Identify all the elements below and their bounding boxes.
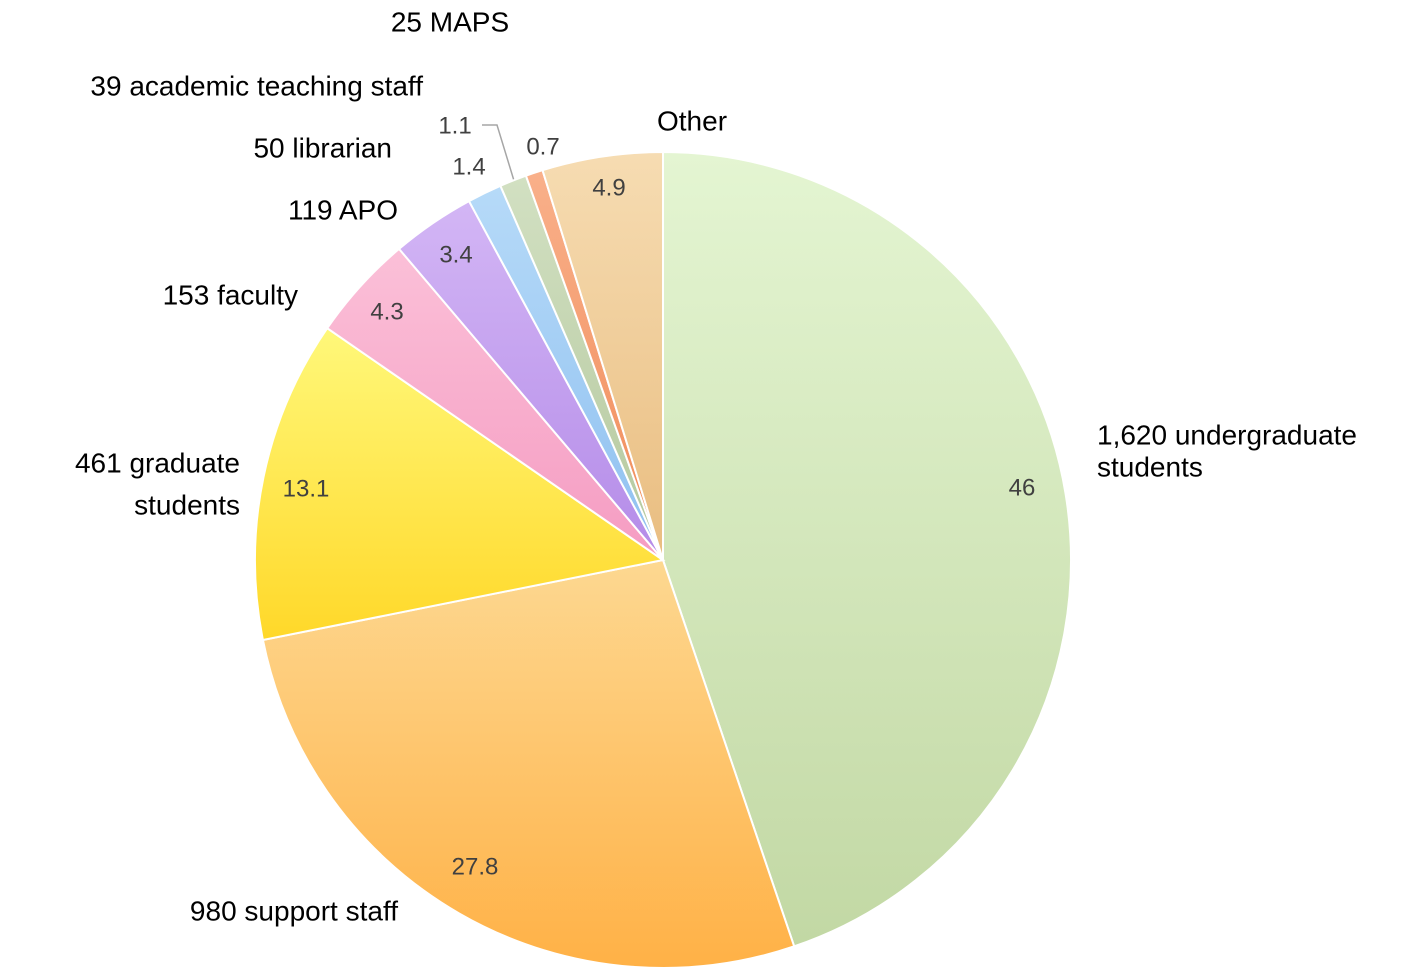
data-label: 3.4 <box>439 241 472 268</box>
category-label: 50 librarian <box>253 132 392 163</box>
data-label: 0.7 <box>526 133 559 160</box>
data-label: 1.4 <box>452 153 485 180</box>
category-label: 25 MAPS <box>391 6 509 37</box>
pie-slice <box>541 150 664 561</box>
data-label: 46 <box>1009 474 1036 501</box>
data-label: 27.8 <box>452 853 499 880</box>
data-label: 1.1 <box>438 112 471 139</box>
category-label: Other <box>657 105 727 136</box>
data-label: 13.1 <box>283 475 330 502</box>
data-label: 4.3 <box>370 298 403 325</box>
category-label: 461 graduate <box>75 447 240 478</box>
pie-slice <box>261 558 796 968</box>
category-label: 153 faculty <box>163 279 298 310</box>
category-label: students <box>1097 451 1203 482</box>
category-label: 980 support staff <box>190 895 398 926</box>
leader-line <box>482 124 516 185</box>
pie-slice <box>662 150 1072 948</box>
category-label: 1,620 undergraduate <box>1097 419 1357 450</box>
category-label: 119 APO <box>288 194 398 225</box>
category-label: 39 academic teaching staff <box>90 70 423 101</box>
data-label: 4.9 <box>592 174 625 201</box>
category-label: students <box>134 489 240 520</box>
pie-slice <box>254 326 666 642</box>
